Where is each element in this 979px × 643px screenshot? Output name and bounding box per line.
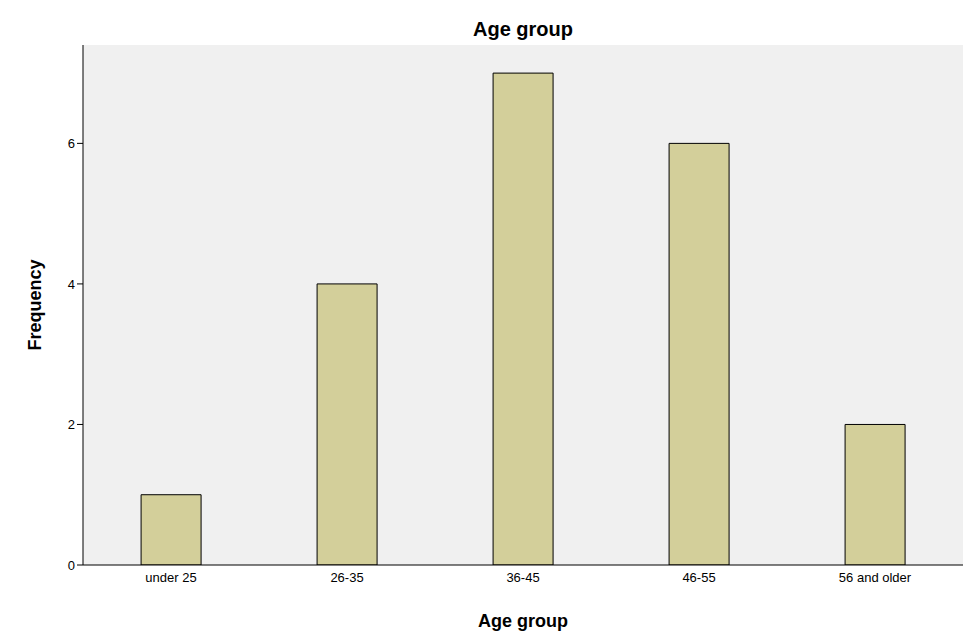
svg-text:36-45: 36-45 bbox=[506, 570, 539, 585]
svg-text:0: 0 bbox=[68, 558, 75, 573]
svg-text:Frequency: Frequency bbox=[25, 259, 45, 350]
svg-text:Age group: Age group bbox=[478, 611, 568, 631]
svg-text:2: 2 bbox=[68, 417, 75, 432]
svg-text:4: 4 bbox=[68, 277, 75, 292]
svg-text:26-35: 26-35 bbox=[330, 570, 363, 585]
svg-text:46-55: 46-55 bbox=[682, 570, 715, 585]
html-text:Age group: Age group bbox=[473, 18, 573, 40]
svg-text:6: 6 bbox=[68, 136, 75, 151]
svg-text:56 and older: 56 and older bbox=[839, 570, 912, 585]
svg-text:under 25: under 25 bbox=[145, 570, 196, 585]
